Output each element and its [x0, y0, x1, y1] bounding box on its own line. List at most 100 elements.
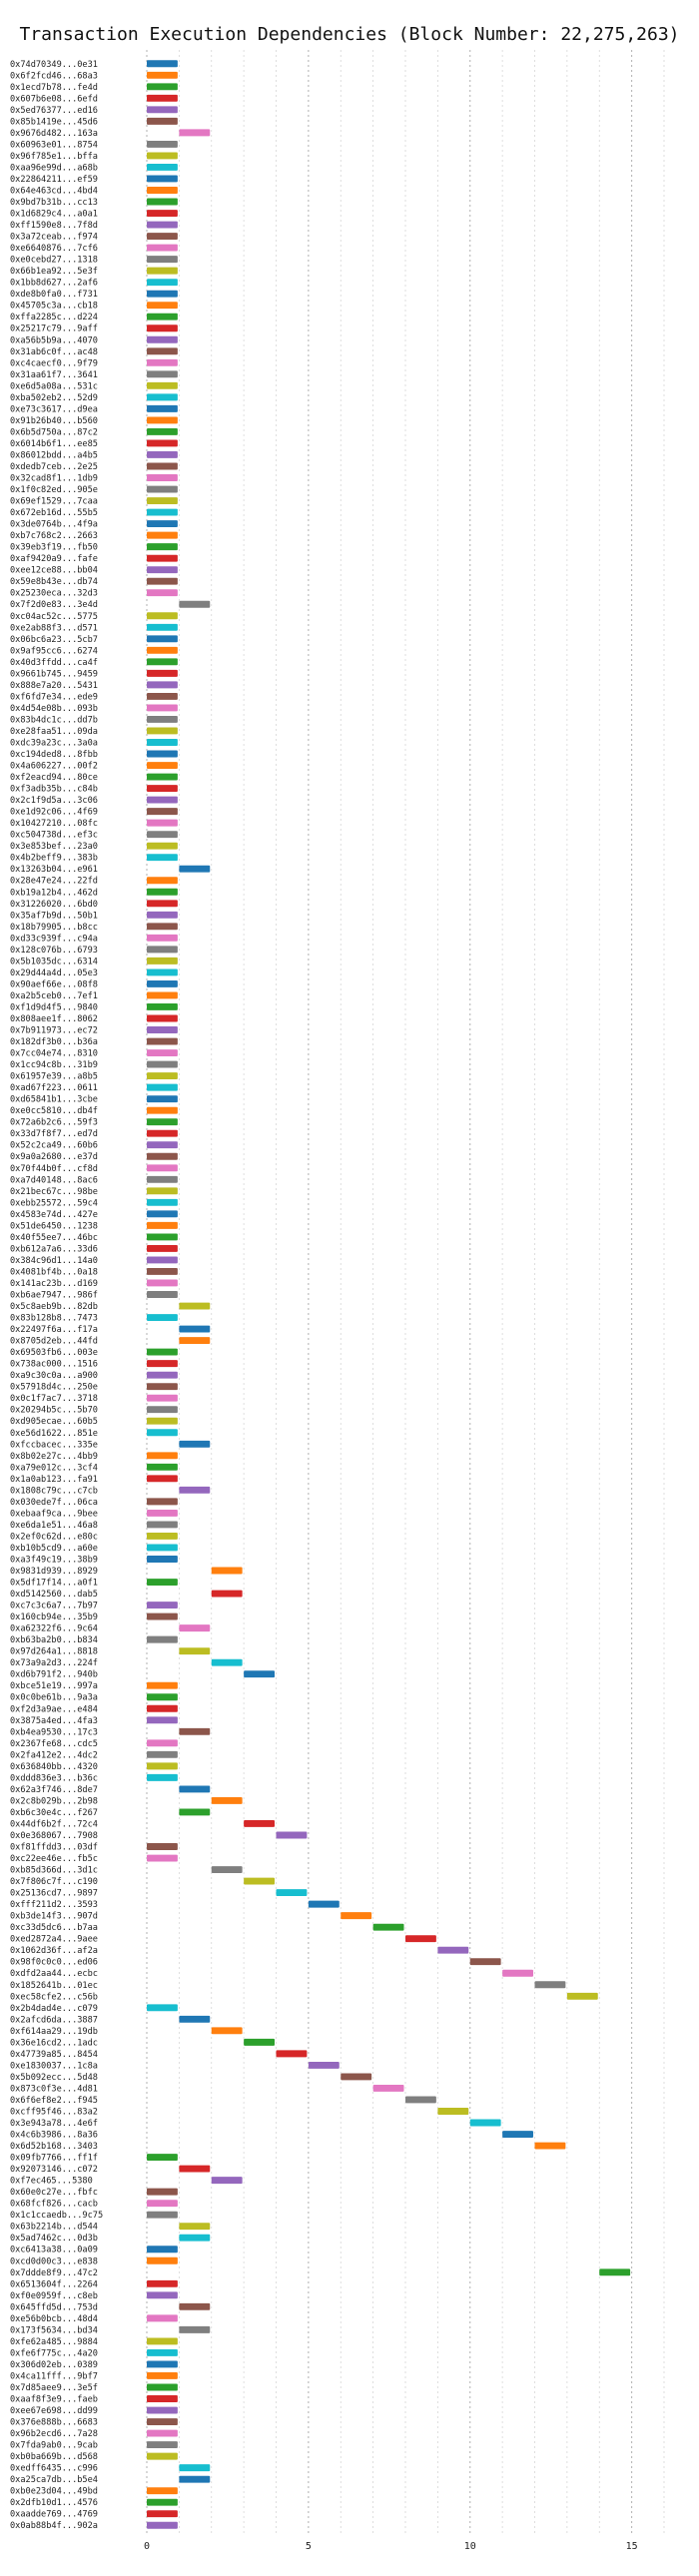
tx-hash-label: 0xb6ae7947...986f	[10, 1291, 98, 1301]
tx-hash-label: 0x2ef0c62d...e80c	[10, 1532, 98, 1542]
dependency-bar	[179, 2464, 211, 2472]
tx-hash-label: 0x22497f6a...f17a	[10, 1325, 98, 1335]
dependency-bar	[147, 381, 178, 389]
dependency-bar	[147, 60, 178, 68]
tx-hash-label: 0x59e8b43e...db74	[10, 577, 98, 587]
tx-hash-label: 0x1a0ab123...fa91	[10, 1475, 98, 1485]
dependency-bar	[244, 1670, 275, 1678]
dependency-bar	[147, 439, 178, 447]
dependency-bar	[147, 808, 178, 816]
dependency-bar	[147, 2279, 178, 2287]
dependency-bar	[147, 233, 178, 241]
tx-hash-label: 0x0c0be61b...9a3a	[10, 1693, 98, 1703]
dependency-bar	[147, 900, 178, 908]
tx-hash-label: 0x2c8b029b...2b98	[10, 1796, 98, 1806]
tx-hash-label: 0xec58cfe2...c56b	[10, 1992, 98, 2002]
dependency-bar	[147, 2256, 178, 2264]
tx-hash-label: 0x96f785e1...bffa	[10, 152, 98, 162]
dependency-bar	[147, 451, 178, 458]
tx-hash-label: 0x06bc6a23...5cb7	[10, 635, 98, 645]
dependency-bar	[211, 1590, 243, 1598]
tx-hash-label: 0x1062d36f...af2a	[10, 1946, 98, 1956]
tx-hash-label: 0x31226020...6bd0	[10, 900, 98, 910]
dependency-bar	[147, 1635, 178, 1643]
dependency-bar	[179, 2234, 211, 2242]
dependency-bar	[147, 819, 178, 827]
dependency-bar	[147, 957, 178, 965]
dependency-bar	[147, 658, 178, 666]
dependency-bar	[147, 2154, 178, 2162]
tx-hash-label: 0x1f0c82ed...905e	[10, 485, 98, 495]
dependency-bar	[147, 1498, 178, 1506]
tx-hash-label: 0xf7ec465...5380	[10, 2177, 93, 2187]
tx-hash-label: 0xb4ea9530...17c3	[10, 1727, 98, 1737]
tx-hash-label: 0x13263b04...e961	[10, 865, 98, 875]
dependency-bar	[147, 358, 178, 366]
dependency-bar	[147, 1060, 178, 1068]
tx-hash-label: 0x4ca11fff...9bf7	[10, 2371, 98, 2381]
dependency-bar	[147, 1210, 178, 1218]
dependency-bar	[147, 1739, 178, 1747]
dependency-bar	[147, 681, 178, 689]
dependency-bar	[147, 1394, 178, 1402]
tx-hash-label: 0x18b79905...b8cc	[10, 923, 98, 933]
dependency-bar	[147, 1314, 178, 1321]
dependency-bar	[179, 1808, 211, 1816]
tx-hash-label: 0x44df6b2f...72c4	[10, 1819, 98, 1829]
dependency-bar	[147, 785, 178, 793]
tx-hash-label: 0x1d6829c4...a0a1	[10, 210, 98, 220]
dependency-bar	[566, 1992, 598, 2000]
tx-hash-label: 0x3de0764b...4f9a	[10, 520, 98, 530]
dependency-bar	[147, 1475, 178, 1483]
tx-hash-label: 0x66b1ea92...5e3f	[10, 267, 98, 277]
tx-hash-label: 0x030ede7f...06ca	[10, 1498, 98, 1508]
dependency-bar	[147, 508, 178, 516]
dependency-bar	[147, 831, 178, 839]
dependency-bar	[147, 888, 178, 896]
dependency-bar	[147, 543, 178, 551]
dependency-bar	[147, 140, 178, 148]
dependency-bar	[147, 1049, 178, 1057]
tx-hash-label: 0x9af95cc6...6274	[10, 646, 98, 656]
tx-hash-label: 0x36e16cd2...1adc	[10, 2038, 98, 2048]
tx-hash-label: 0x2b4dad4e...c079	[10, 2004, 98, 2014]
tx-hash-label: 0xad67f223...0611	[10, 1083, 98, 1093]
dependency-bar	[147, 612, 178, 620]
dependency-bar	[147, 1383, 178, 1391]
dependency-bar	[147, 715, 178, 723]
tx-hash-label: 0x128c076b...6793	[10, 946, 98, 956]
dependency-bar	[147, 1187, 178, 1195]
tx-hash-label: 0x60e0c27e...fbfc	[10, 2188, 98, 2198]
tx-hash-label: 0x672eb16d...55b5	[10, 508, 98, 518]
tx-hash-label: 0xf0e0959f...c8eb	[10, 2291, 98, 2301]
dependency-bar	[147, 71, 178, 79]
dependency-bar	[276, 1831, 308, 1839]
dependency-bar	[147, 762, 178, 769]
dependency-bar	[147, 1612, 178, 1620]
tx-hash-label: 0x7fda9ab0...9cab	[10, 2441, 98, 2451]
dependency-bar	[179, 1440, 211, 1448]
dependency-bar	[147, 2383, 178, 2391]
tx-hash-label: 0x7ddde8f9...47c2	[10, 2268, 98, 2278]
tx-hash-label: 0x3e853bef...23a0	[10, 842, 98, 852]
tx-hash-label: 0x25136cd7...9897	[10, 1889, 98, 1899]
tx-hash-label: 0x0ab88b4f...902a	[10, 2521, 98, 2531]
dependency-bar	[147, 1026, 178, 1033]
dependency-bar	[405, 1935, 436, 1943]
dependency-bar	[147, 727, 178, 735]
tx-hash-label: 0x91b26b40...b560	[10, 416, 98, 426]
tx-hash-label: 0x9a0a2680...e37d	[10, 1152, 98, 1162]
tx-hash-label: 0xd905ecae...60b5	[10, 1417, 98, 1427]
dependency-bar	[179, 1337, 211, 1345]
tx-hash-label: 0xe73c3617...d9ea	[10, 404, 98, 414]
dependency-bar	[147, 1141, 178, 1149]
tx-hash-label: 0x4583e74d...427e	[10, 1210, 98, 1220]
dependency-bar	[147, 221, 178, 229]
tx-hash-label: 0xdc39a23c...3a0a	[10, 738, 98, 748]
tx-hash-label: 0x5b1035dc...6314	[10, 957, 98, 966]
dependency-bar	[308, 1900, 340, 1908]
tx-hash-label: 0x888e7a20...5431	[10, 681, 98, 691]
dependency-bar	[147, 187, 178, 194]
tx-hash-label: 0x2afcd6da...3887	[10, 2015, 98, 2025]
tx-hash-label: 0x85b1419e...45d6	[10, 117, 98, 127]
